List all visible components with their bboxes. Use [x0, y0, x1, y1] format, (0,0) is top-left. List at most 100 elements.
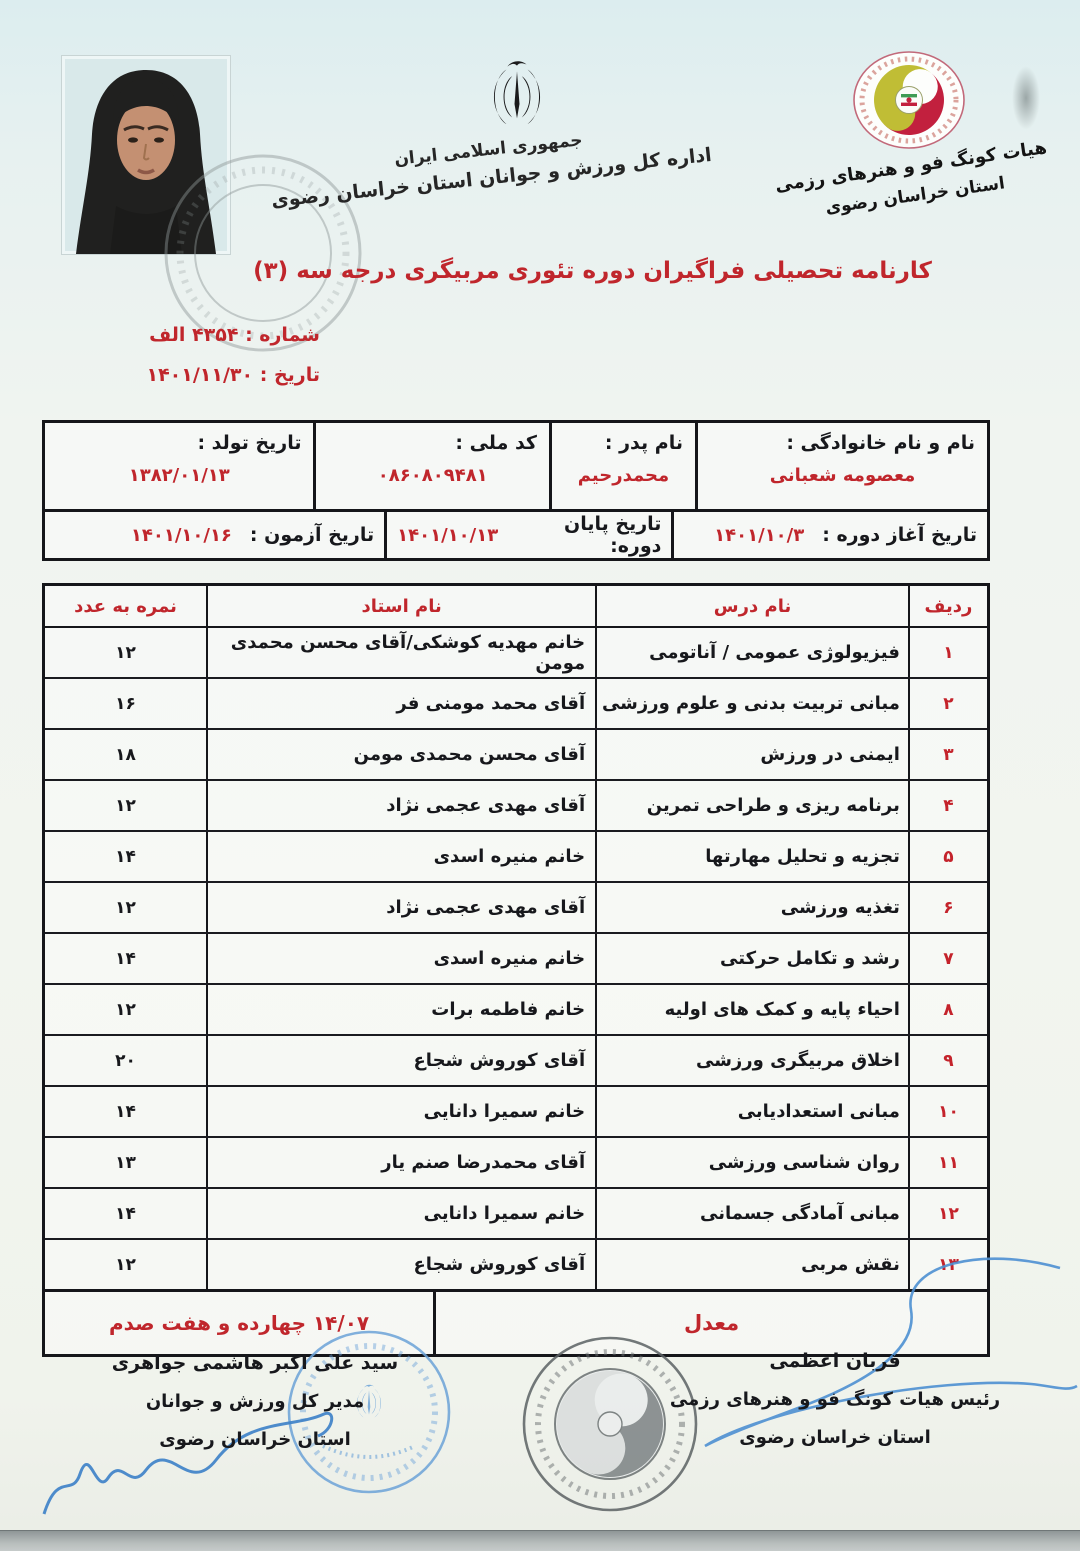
full-name-cell: نام و نام خانوادگی : معصومه شعبانی — [694, 423, 987, 509]
cell-grade: ۲۰ — [115, 1050, 136, 1071]
cell-course: تجزیه و تحلیل مهارتها — [705, 846, 900, 867]
grade-table-row: ۵ تجزیه و تحلیل مهارتها خانم منیره اسدی … — [45, 832, 987, 883]
cell-grade: ۱۴ — [115, 1203, 136, 1224]
cell-instructor: خانم سمیرا دانایی — [423, 1203, 586, 1224]
cell-course: ایمنی در ورزش — [760, 744, 900, 765]
personal-info-table: نام و نام خانوادگی : معصومه شعبانی نام پ… — [42, 420, 990, 561]
average-value: ۱۴/۰۷ چهارده و هفت صدم — [109, 1311, 370, 1335]
birth-date-value: ۱۳۸۲/۰۱/۱۳ — [128, 465, 230, 486]
director-name: سید علی اکبر هاشمی جواهری — [111, 1352, 399, 1374]
reference-number-label: شماره : — [245, 324, 320, 346]
cell-instructor: خانم مهدیه کوشکی/آقای محسن محمدی مومن — [230, 631, 586, 674]
father-name-cell: نام پدر : محمدرحیم — [548, 423, 695, 509]
average-label: معدل — [433, 1292, 987, 1354]
cell-course: فیزیولوژی عمومی / آناتومی — [649, 642, 900, 663]
cell-instructor: آقای مهدی عجمی نژاد — [386, 897, 586, 918]
cell-course: تغذیه ورزشی — [780, 897, 900, 918]
cell-num: ۲ — [943, 693, 954, 714]
cell-instructor: خانم منیره اسدی — [433, 846, 586, 867]
cell-grade: ۱۲ — [115, 642, 136, 663]
grade-table-row: ۱۱ روان شناسی ورزشی آقای محمدرضا صنم یار… — [45, 1138, 987, 1189]
cell-grade: ۱۲ — [115, 897, 136, 918]
director-province: استان خراسان رضوی — [159, 1429, 351, 1450]
reference-date: تاریخ : ۱۴۰۱/۱۱/۳۰ — [96, 364, 320, 386]
full-name-value: معصومه شعبانی — [769, 465, 916, 486]
scan-smudge — [1012, 66, 1040, 130]
course-start-value: ۱۴۰۱/۱۰/۳ — [714, 524, 805, 546]
cell-course: احیاء پایه و کمک های اولیه — [664, 999, 900, 1020]
cell-instructor: خانم منیره اسدی — [433, 948, 586, 969]
course-end-value: ۱۴۰۱/۱۰/۱۳ — [397, 524, 499, 546]
header-grade: نمره به عدد — [74, 595, 177, 617]
cell-grade: ۱۲ — [115, 795, 136, 816]
birth-date-cell: تاریخ تولد : ۱۳۸۲/۰۱/۱۳ — [45, 423, 313, 509]
student-photo-image — [62, 56, 230, 254]
cell-num: ۴ — [943, 795, 954, 816]
cell-num: ۱۲ — [938, 1203, 959, 1224]
cell-course: روان شناسی ورزشی — [708, 1152, 900, 1173]
iran-emblem-icon — [493, 61, 541, 125]
exam-date-cell: تاریخ آزمون : ۱۴۰۱/۱۰/۱۶ — [45, 512, 384, 558]
cell-grade: ۱۴ — [115, 1101, 136, 1122]
student-photo — [62, 56, 230, 254]
cell-num: ۱۱ — [938, 1152, 959, 1173]
cell-instructor: خانم فاطمه برات — [431, 999, 586, 1020]
cell-num: ۳ — [943, 744, 954, 765]
cell-instructor: آقای محمد مومنی فر — [396, 693, 586, 714]
exam-date-label: تاریخ آزمون : — [249, 524, 375, 546]
cell-course: اخلاق مربیگری ورزشی — [696, 1050, 900, 1071]
left-signature-scribble — [42, 1411, 334, 1515]
grade-table-row: ۶ تغذیه ورزشی آقای مهدی عجمی نژاد ۱۲ — [45, 883, 987, 934]
cell-instructor: آقای کوروش شجاع — [413, 1050, 586, 1071]
cell-num: ۹ — [943, 1050, 954, 1071]
exam-date-value: ۱۴۰۱/۱۰/۱۶ — [130, 524, 232, 546]
cell-course: نقش مربی — [801, 1254, 900, 1275]
cell-instructor: آقای مهدی عجمی نژاد — [386, 795, 586, 816]
national-id-label: کد ملی : — [455, 432, 537, 454]
header-row-number: ردیف — [907, 586, 987, 626]
cell-instructor: آقای کوروش شجاع — [413, 1254, 586, 1275]
president-province: استان خراسان رضوی — [739, 1427, 931, 1448]
grade-table-row: ۱۰ مبانی استعدادیابی خانم سمیرا دانایی ۱… — [45, 1087, 987, 1138]
cell-course: رشد و تکامل حرکتی — [720, 948, 900, 969]
cell-course: مبانی تربیت بدنی و علوم ورزشی — [601, 693, 900, 714]
cell-num: ۵ — [943, 846, 954, 867]
course-start-cell: تاریخ آغاز دوره : ۱۴۰۱/۱۰/۳ — [671, 512, 987, 558]
cell-num: ۱ — [943, 642, 954, 663]
course-end-label: تاریخ پایان دوره: — [564, 513, 662, 557]
grade-table-row: ۳ ایمنی در ورزش آقای محسن محمدی مومن ۱۸ — [45, 730, 987, 781]
cell-num: ۷ — [943, 948, 954, 969]
full-name-label: نام و نام خانوادگی : — [786, 432, 975, 454]
federation-stamp-icon — [522, 1336, 698, 1512]
average-row: معدل ۱۴/۰۷ چهارده و هفت صدم — [45, 1289, 987, 1354]
director-title: مدیر کل ورزش و جوانان — [145, 1391, 365, 1412]
reference-date-value: ۱۴۰۱/۱۱/۳۰ — [146, 364, 254, 386]
reference-date-label: تاریخ : — [259, 364, 320, 386]
reference-number: شماره : ۴۳۵۴ الف — [96, 324, 320, 346]
father-name-value: محمدرحیم — [577, 465, 670, 486]
personal-info-row: نام و نام خانوادگی : معصومه شعبانی نام پ… — [45, 423, 987, 512]
ministry-blue-stamp-icon — [287, 1330, 451, 1494]
cell-instructor: خانم سمیرا دانایی — [423, 1101, 586, 1122]
cell-instructor: آقای محمدرضا صنم یار — [381, 1152, 586, 1173]
president-name: قربان اعظمی — [769, 1350, 901, 1372]
grade-table-row: ۴ برنامه ریزی و طراحی تمرین آقای مهدی عج… — [45, 781, 987, 832]
cell-num: ۸ — [943, 999, 954, 1020]
cell-grade: ۱۲ — [115, 1254, 136, 1275]
cell-instructor: آقای محسن محمدی مومن — [353, 744, 586, 765]
cell-grade: ۱۴ — [115, 948, 136, 969]
cell-grade: ۱۳ — [115, 1152, 136, 1173]
cell-course: مبانی آمادگی جسمانی — [700, 1203, 900, 1224]
cell-grade: ۱۲ — [115, 999, 136, 1020]
grade-table-row: ۸ احیاء پایه و کمک های اولیه خانم فاطمه … — [45, 985, 987, 1036]
document-title: کارنامه تحصیلی فراگیران دوره تئوری مربیگ… — [253, 258, 932, 284]
signature-block-director-general: سید علی اکبر هاشمی جواهری مدیر کل ورزش و… — [55, 1352, 455, 1450]
cell-num: ۱۰ — [938, 1101, 959, 1122]
grades-table-body: ۱ فیزیولوژی عمومی / آناتومی خانم مهدیه ک… — [45, 628, 987, 1289]
cell-grade: ۱۴ — [115, 846, 136, 867]
grades-table: ردیف نام درس نام استاد نمره به عدد ۱ فیز… — [42, 583, 990, 1357]
president-title: رئیس هیات کونگ فو و هنرهای رزمی — [669, 1389, 1001, 1410]
grades-table-header: ردیف نام درس نام استاد نمره به عدد — [45, 586, 987, 628]
grade-table-row: ۱۲ مبانی آمادگی جسمانی خانم سمیرا دانایی… — [45, 1189, 987, 1240]
